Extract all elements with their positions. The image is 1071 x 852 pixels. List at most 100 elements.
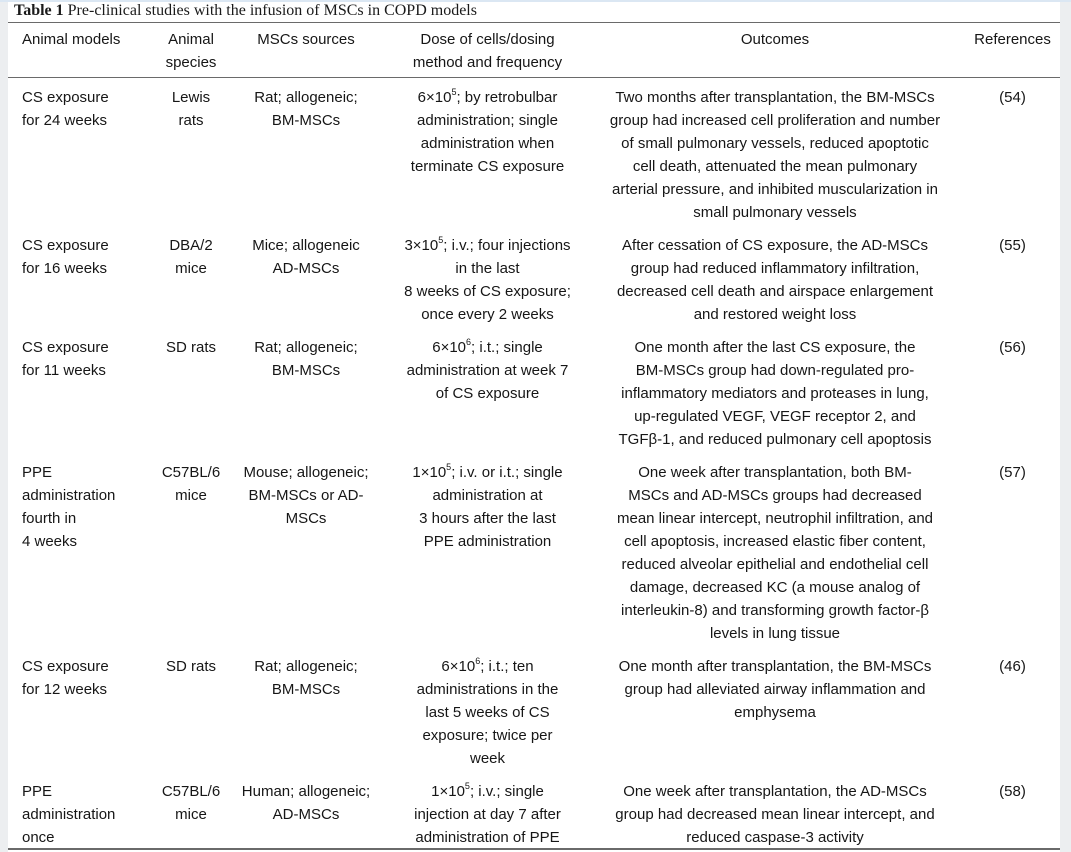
- cell-dose: 6×106; i.t.; ten administrations in the la…: [390, 647, 585, 772]
- dose-exponent: 6: [466, 337, 472, 347]
- cell-outcomes: One week after transplantation, both BM-…: [585, 453, 965, 647]
- reference-number: (46): [999, 658, 1026, 675]
- cell-outcomes: One month after the last CS exposure, th…: [585, 328, 965, 453]
- dose-first-line: 6×105; by retrobulbar: [390, 86, 585, 109]
- cell-line: for 12 weeks: [22, 681, 108, 698]
- column-header-animal-models: Animal models: [8, 23, 160, 78]
- table-row: CS exposure for 24 weeks Lewis rats Rat; all…: [8, 78, 1060, 227]
- cell-line: interleukin-8) and transforming growth f…: [621, 602, 929, 619]
- cell-line: SD rats: [165, 658, 216, 675]
- cell-line: once every 2 weeks: [421, 306, 554, 323]
- table-label: Table 1: [14, 2, 64, 19]
- cell-reference: (54): [965, 78, 1060, 227]
- cell-line: emphysema: [734, 704, 816, 721]
- cell-line: C57BL/6: [161, 464, 221, 481]
- cell-line: mice: [175, 260, 207, 277]
- dose-base: 6×10: [417, 89, 452, 106]
- cell-line: PPE: [22, 783, 53, 800]
- dose-rest: ; i.t.; ten: [480, 658, 534, 675]
- cell-line: CS exposure: [22, 658, 109, 675]
- cell-line: CS exposure: [22, 89, 109, 106]
- cell-animal-species: Lewis rats: [160, 78, 222, 227]
- table-bottom-rule: [8, 848, 1060, 850]
- cell-outcomes: One week after transplantation, the AD-M…: [585, 772, 965, 851]
- dose-first-line: 6×106; i.t.; ten: [390, 655, 585, 678]
- cell-line: levels in lung tissue: [709, 625, 841, 642]
- cell-line: AD-MSCs: [272, 806, 340, 823]
- cell-line: Dose of cells/dosing: [420, 31, 555, 48]
- cell-line: One month after the last CS exposure, th…: [634, 339, 916, 356]
- cell-line: administration; single: [417, 112, 558, 129]
- cell-line: Mice; allogeneic: [252, 237, 360, 254]
- cell-line: for 24 weeks: [22, 112, 108, 129]
- cell-line: Human; allogeneic;: [241, 783, 371, 800]
- cell-line: group had increased cell proliferation a…: [609, 112, 941, 129]
- cell-line: species: [165, 53, 217, 71]
- cell-dose: 1×105; i.v.; single injection at day 7 af…: [390, 772, 585, 851]
- cell-line: for 16 weeks: [22, 260, 108, 277]
- cell-line: Rat; allogeneic;: [254, 89, 358, 106]
- cell-line: administrations in the: [416, 681, 559, 698]
- cell-line: week: [469, 750, 506, 767]
- dose-exponent: 5: [446, 462, 452, 472]
- cell-msc-source: Human; allogeneic; AD-MSCs: [222, 772, 390, 851]
- dose-base: 1×10: [431, 783, 465, 800]
- table-row: PPE administration fourth in 4 weeks C57BL/6…: [8, 453, 1060, 647]
- cell-line: terminate CS exposure: [410, 158, 565, 175]
- dose-first-line: 3×105; i.v.; four injections: [390, 234, 585, 257]
- dose-rest: ; i.v. or i.t.; single: [451, 464, 563, 481]
- column-header-outcomes: Outcomes: [585, 23, 965, 78]
- cell-animal-model: CS exposure for 16 weeks: [8, 226, 160, 328]
- cell-line: 4 weeks: [22, 533, 78, 550]
- cell-msc-source: Rat; allogeneic; BM-MSCs: [222, 78, 390, 227]
- cell-line: group had alleviated airway inflammation…: [624, 681, 926, 698]
- cell-line: References: [974, 31, 1051, 48]
- cell-line: BM-MSCs group had down-regulated pro-: [635, 362, 915, 379]
- top-strip: [0, 0, 1071, 2]
- cell-line: 3 hours after the last: [419, 510, 556, 527]
- cell-reference: (55): [965, 226, 1060, 328]
- table-row: CS exposure for 12 weeks SD rats Rat; allog…: [8, 647, 1060, 772]
- cell-line: inflammatory mediators and proteases in …: [621, 385, 929, 402]
- studies-table: Animal models Animal species MSCs sources Do…: [8, 22, 1060, 851]
- cell-line: TGFβ-1, and reduced pulmonary cell apopt…: [618, 431, 932, 448]
- cell-line: PPE administration: [423, 533, 552, 550]
- cell-reference: (57): [965, 453, 1060, 647]
- dose-exponent: 5: [438, 235, 444, 245]
- cell-animal-model: PPE administration once: [8, 772, 160, 851]
- table-title: Pre-clinical studies with the infusion o…: [67, 2, 477, 19]
- cell-line: MSCs and AD-MSCs groups had decreased: [628, 487, 922, 504]
- cell-msc-source: Mouse; allogeneic; BM-MSCs or AD- MSCs: [222, 453, 390, 647]
- cell-line: of small pulmonary vessels, reduced apop…: [621, 135, 929, 152]
- cell-line: Rat; allogeneic;: [254, 339, 358, 356]
- cell-reference: (58): [965, 772, 1060, 851]
- cell-line: One week after transplantation, the AD-M…: [623, 783, 927, 800]
- cell-animal-species: C57BL/6 mice: [160, 772, 222, 851]
- table-header-row: Animal models Animal species MSCs sources Do…: [8, 22, 1060, 78]
- cell-line: rats: [178, 112, 204, 129]
- dose-rest: ; i.v.; four injections: [443, 237, 571, 254]
- cell-line: Mouse; allogeneic;: [243, 464, 369, 481]
- cell-line: once: [22, 829, 55, 846]
- cell-line: exposure; twice per: [422, 727, 553, 744]
- document-page: Table 1 Pre-clinical studies with the in…: [8, 2, 1060, 852]
- dose-rest: ; by retrobulbar: [456, 89, 558, 106]
- cell-line: group had reduced inflammatory infiltrat…: [630, 260, 920, 277]
- cell-line: administration of PPE: [415, 829, 560, 846]
- cell-line: SD rats: [165, 339, 216, 356]
- cell-line: reduced caspase-3 activity: [686, 829, 864, 846]
- dose-rest: ; i.v.; single: [469, 783, 544, 800]
- cell-line: Animal models: [22, 31, 121, 48]
- cell-line: administration at: [432, 487, 543, 504]
- cell-line: One week after transplantation, both BM-: [638, 464, 912, 481]
- cell-line: C57BL/6: [161, 783, 221, 800]
- cell-animal-species: SD rats: [160, 328, 222, 453]
- cell-dose: 6×106; i.t.; single administration at wee…: [390, 328, 585, 453]
- cell-line: BM-MSCs or AD-: [248, 487, 364, 504]
- cell-line: CS exposure: [22, 339, 109, 356]
- column-header-msc-sources: MSCs sources: [222, 23, 390, 78]
- cell-dose: 3×105; i.v.; four injections in the last 8…: [390, 226, 585, 328]
- cell-line: cell apoptosis, increased elastic fiber …: [624, 533, 926, 550]
- column-header-references: References: [965, 23, 1060, 78]
- cell-line: mean linear intercept, neutrophil infilt…: [616, 510, 934, 527]
